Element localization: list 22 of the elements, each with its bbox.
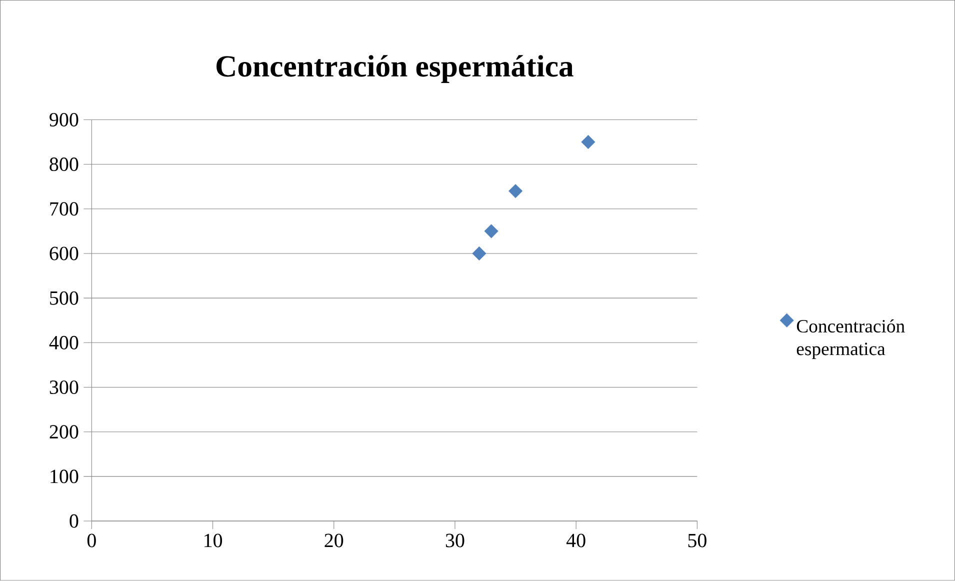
y-tick-label: 100 xyxy=(50,470,78,484)
y-tick-label: 900 xyxy=(50,113,78,127)
chart-title: Concentración espermática xyxy=(216,55,574,84)
y-tick-label: 400 xyxy=(49,336,78,350)
point xyxy=(581,135,596,150)
point xyxy=(472,246,486,261)
y-tick-label: 300 xyxy=(50,380,78,394)
x-tick-label: 0 xyxy=(87,534,96,548)
point xyxy=(484,224,498,238)
x-tick-label: 10 xyxy=(204,534,222,548)
x-tick-label: 40 xyxy=(566,534,586,548)
y-tick-label: 600 xyxy=(50,246,78,260)
x-tick-label: 20 xyxy=(324,534,344,548)
y-tick-label: 500 xyxy=(50,291,78,305)
y-tick-label: 0 xyxy=(70,514,78,528)
legend-label: Concentración espermatica xyxy=(796,320,905,360)
y-tick-label: 800 xyxy=(50,158,78,172)
y-tick-label: 200 xyxy=(50,425,78,439)
y-tick-label: 700 xyxy=(50,202,78,216)
x-tick-label: 30 xyxy=(446,534,464,548)
x-tick-label: 50 xyxy=(688,534,706,548)
point xyxy=(508,184,522,198)
